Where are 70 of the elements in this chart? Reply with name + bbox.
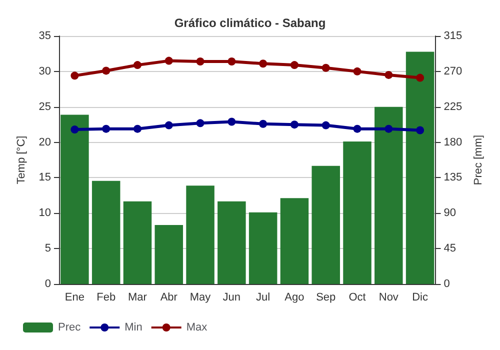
legend-label: Prec	[58, 322, 82, 334]
point	[196, 119, 204, 128]
y-tick-label: 10	[38, 207, 51, 220]
bar	[186, 186, 214, 284]
x-tick-label: Jun	[222, 292, 241, 304]
x-tick-label: Feb	[96, 292, 116, 304]
y-axis-title: Temp [°C]	[16, 136, 28, 184]
point	[196, 58, 204, 66]
y2-axis-title: Prec [mm]	[472, 134, 484, 186]
y2-tick-label: 270	[444, 65, 462, 78]
y2-tick-label: 90	[444, 207, 456, 220]
point	[384, 70, 393, 79]
point	[228, 118, 236, 126]
y2-tick-label: 135	[444, 172, 462, 184]
x-tick-label: Sep	[316, 292, 336, 304]
point	[416, 126, 424, 134]
y-tick-label: 5	[44, 242, 51, 255]
y2-tick-label: 45	[444, 242, 456, 255]
y-tick-label: 20	[38, 136, 51, 148]
point	[164, 56, 173, 65]
point	[416, 74, 424, 82]
bar	[154, 224, 184, 284]
x-tick-label: Dic	[412, 292, 428, 304]
y2-tick-label: 315	[444, 30, 462, 42]
point	[290, 120, 298, 129]
x-tick-label: Oct	[348, 292, 366, 304]
y-tick-label: 25	[38, 100, 51, 113]
bar	[60, 114, 89, 284]
point	[70, 126, 79, 134]
y2-tick-label: 180	[444, 136, 462, 148]
x-tick-label: Mar	[128, 292, 148, 304]
x-tick-label: Nov	[378, 292, 399, 304]
bar	[312, 166, 340, 284]
point	[164, 121, 173, 130]
point	[259, 120, 268, 128]
point	[384, 124, 393, 133]
bar	[343, 142, 372, 284]
legend-label: Min	[124, 322, 142, 334]
point	[322, 121, 330, 130]
y-tick-label: 30	[38, 65, 51, 78]
bar	[374, 106, 403, 284]
point	[353, 124, 362, 133]
y-tick-label: 35	[38, 30, 51, 42]
bar	[280, 198, 309, 284]
y2-tick-label: 225	[444, 100, 462, 113]
point	[290, 61, 298, 70]
point	[259, 60, 268, 68]
x-tick-label: Ene	[64, 292, 84, 304]
bar	[123, 201, 152, 284]
x-tick-label: Ago	[284, 292, 304, 304]
y-tick-label: 15	[38, 172, 51, 184]
bar	[92, 180, 120, 284]
point	[70, 72, 79, 80]
point	[228, 58, 236, 66]
point	[133, 61, 142, 70]
x-tick-label: Jul	[256, 292, 270, 304]
y2-tick-label: 0	[444, 278, 450, 290]
chart-title: Gráfico climático - Sabang	[174, 16, 326, 30]
point	[102, 66, 110, 75]
legend-label: Max	[186, 322, 208, 334]
x-tick-label: Abr	[160, 292, 178, 304]
point	[102, 124, 110, 133]
x-tick-label: May	[190, 292, 212, 304]
bar	[248, 212, 278, 284]
bar	[218, 201, 246, 284]
point	[353, 67, 362, 76]
point	[133, 124, 142, 133]
y-tick-label: 0	[44, 278, 51, 290]
point	[322, 64, 330, 72]
bar	[406, 52, 434, 284]
